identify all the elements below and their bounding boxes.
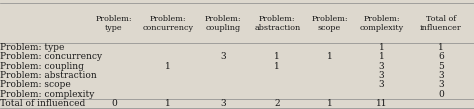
Text: Problem:
abstraction: Problem: abstraction <box>254 15 301 32</box>
Text: Problem:
type: Problem: type <box>95 15 132 32</box>
Text: Problem: scope: Problem: scope <box>0 80 71 89</box>
Text: 1: 1 <box>327 99 332 108</box>
Text: 1: 1 <box>165 62 171 71</box>
Text: 5: 5 <box>438 62 444 71</box>
Text: 6: 6 <box>438 52 444 61</box>
Text: 3: 3 <box>438 80 444 89</box>
Text: Problem: coupling: Problem: coupling <box>0 62 84 71</box>
Text: Problem:
coupling: Problem: coupling <box>204 15 241 32</box>
Text: Problem: concurrency: Problem: concurrency <box>0 52 102 61</box>
Text: 3: 3 <box>379 80 384 89</box>
Text: 2: 2 <box>274 99 280 108</box>
Text: 0: 0 <box>111 99 117 108</box>
Text: 1: 1 <box>438 43 444 52</box>
Text: 3: 3 <box>379 62 384 71</box>
Text: 1: 1 <box>379 43 384 52</box>
Text: 3: 3 <box>220 52 226 61</box>
Text: 1: 1 <box>274 52 280 61</box>
Text: 3: 3 <box>220 99 226 108</box>
Text: 11: 11 <box>376 99 387 108</box>
Text: Total of
influencer: Total of influencer <box>420 15 462 32</box>
Text: Problem: type: Problem: type <box>0 43 65 52</box>
Text: 1: 1 <box>327 52 332 61</box>
Text: Problem:
concurrency: Problem: concurrency <box>143 15 194 32</box>
Text: Problem:
complexity: Problem: complexity <box>359 15 404 32</box>
Text: 3: 3 <box>379 71 384 80</box>
Text: Problem: complexity: Problem: complexity <box>0 89 95 99</box>
Text: 1: 1 <box>274 62 280 71</box>
Text: 3: 3 <box>438 71 444 80</box>
Text: Problem: abstraction: Problem: abstraction <box>0 71 97 80</box>
Text: Total of influenced: Total of influenced <box>0 99 86 108</box>
Text: 1: 1 <box>379 52 384 61</box>
Text: 0: 0 <box>438 89 444 99</box>
Text: 1: 1 <box>165 99 171 108</box>
Text: Problem:
scope: Problem: scope <box>311 15 348 32</box>
